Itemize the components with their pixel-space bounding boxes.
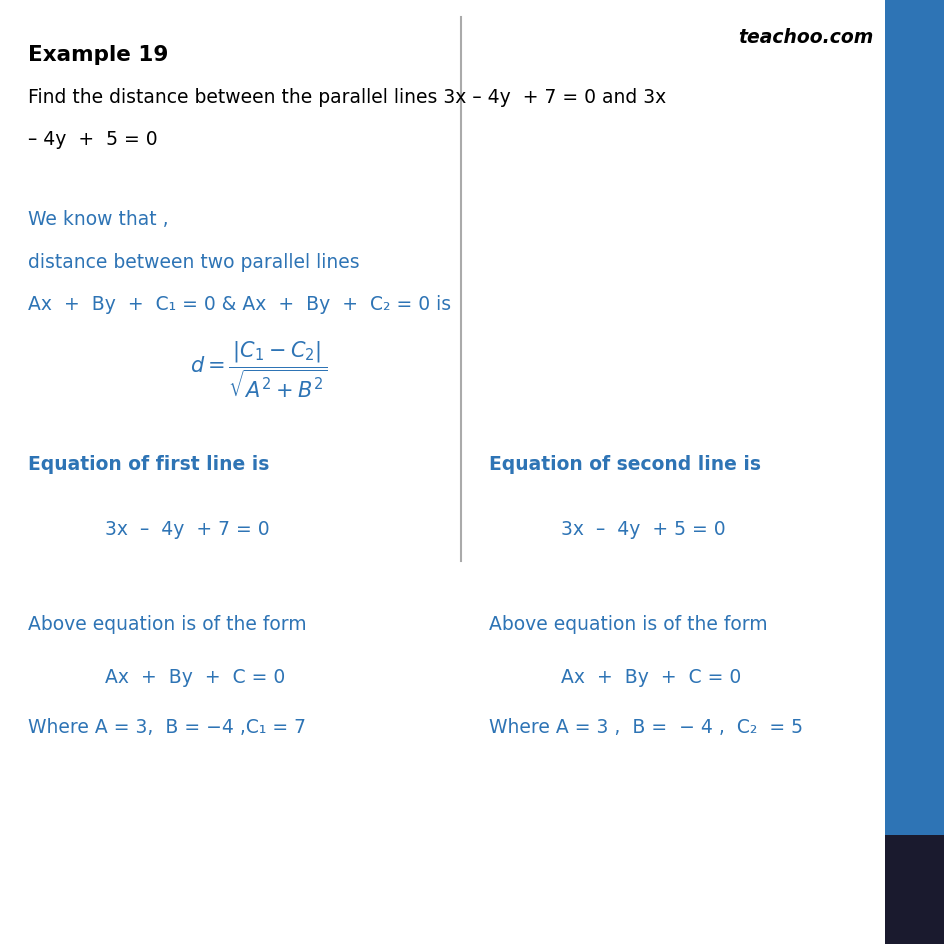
Text: Above equation is of the form: Above equation is of the form — [489, 615, 767, 633]
Text: teachoo.com: teachoo.com — [737, 28, 872, 47]
Text: Equation of first line is: Equation of first line is — [28, 454, 269, 474]
Text: – 4y  +  5 = 0: – 4y + 5 = 0 — [28, 130, 158, 149]
Text: Ax  +  By  +  C = 0: Ax + By + C = 0 — [105, 667, 285, 686]
Text: Where A = 3,  B = −4 ,C₁ = 7: Where A = 3, B = −4 ,C₁ = 7 — [28, 717, 306, 736]
Text: Ax  +  By  +  C₁ = 0 & Ax  +  By  +  C₂ = 0 is: Ax + By + C₁ = 0 & Ax + By + C₂ = 0 is — [28, 295, 450, 313]
Text: Equation of second line is: Equation of second line is — [489, 454, 760, 474]
Text: Above equation is of the form: Above equation is of the form — [28, 615, 306, 633]
Text: Find the distance between the parallel lines 3x – 4y  + 7 = 0 and 3x: Find the distance between the parallel l… — [28, 88, 666, 107]
Text: We know that ,: We know that , — [28, 210, 168, 228]
Text: Example 19: Example 19 — [28, 45, 168, 65]
Text: 3x  –  4y  + 5 = 0: 3x – 4y + 5 = 0 — [561, 519, 725, 538]
Text: Where A = 3 ,  B =  − 4 ,  C₂  = 5: Where A = 3 , B = − 4 , C₂ = 5 — [489, 717, 802, 736]
Text: 3x  –  4y  + 7 = 0: 3x – 4y + 7 = 0 — [105, 519, 269, 538]
Text: distance between two parallel lines: distance between two parallel lines — [28, 253, 360, 272]
Bar — [884, 0, 944, 835]
Bar — [884, 835, 944, 944]
Text: Ax  +  By  +  C = 0: Ax + By + C = 0 — [561, 667, 741, 686]
Text: $d = \dfrac{|C_1 - C_2|}{\sqrt{A^2 + B^2}}$: $d = \dfrac{|C_1 - C_2|}{\sqrt{A^2 + B^2… — [190, 340, 328, 399]
